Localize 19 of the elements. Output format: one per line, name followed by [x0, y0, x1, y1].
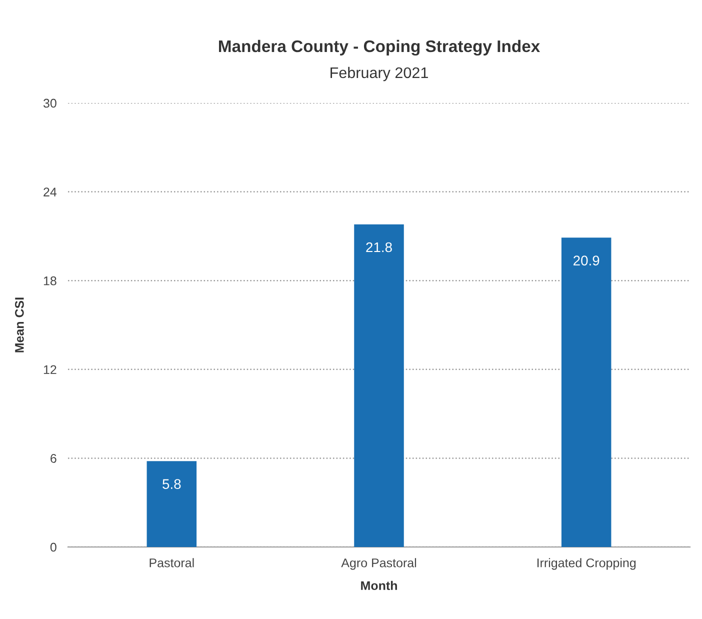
y-tick-label: 18	[44, 276, 56, 286]
x-tick-label: Agro Pastoral	[341, 558, 416, 570]
x-axis-title: Month	[361, 580, 397, 590]
y-tick-label: 12	[44, 365, 56, 374]
x-tick-label: Pastoral	[150, 558, 194, 568]
chart-subtitle: February 2021	[330, 66, 428, 82]
data-label: 20.9	[574, 256, 600, 266]
data-label: 5.8	[162, 479, 181, 489]
x-tick-label: Irrigated Cropping	[537, 558, 636, 570]
y-tick-label: 0	[50, 542, 56, 552]
bar	[354, 224, 404, 547]
bar	[561, 238, 612, 547]
y-tick-label: 6	[50, 454, 56, 463]
y-axis-title: Mean CSI	[15, 298, 24, 352]
y-tick-label: 24	[44, 188, 57, 196]
bar	[146, 461, 197, 547]
chart-title: Mandera County - Coping Strategy Index	[219, 40, 540, 56]
data-label: 21.8	[366, 242, 392, 252]
y-tick-label: 30	[43, 98, 56, 108]
